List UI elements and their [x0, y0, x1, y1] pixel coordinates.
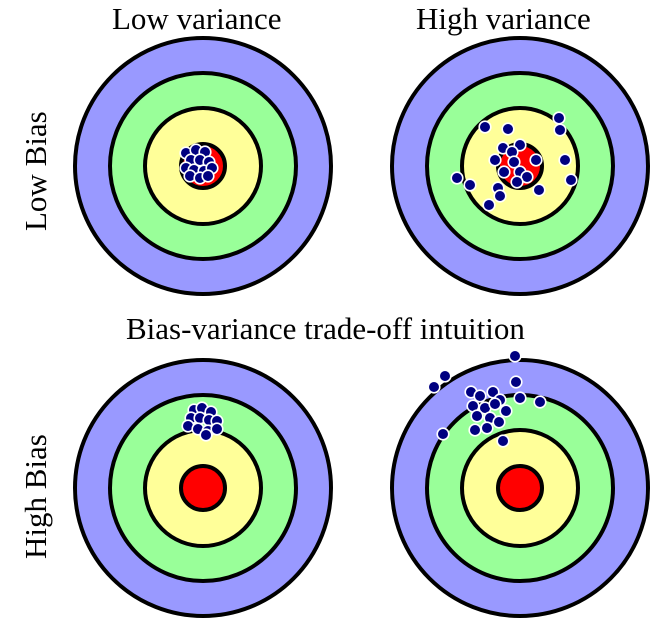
shot-point: [480, 421, 494, 435]
shot-point: [427, 380, 441, 394]
shot-point: [488, 397, 502, 411]
shot-point: [552, 111, 566, 125]
target-low-bias-high-variance: [390, 36, 650, 296]
shot-point: [553, 123, 567, 137]
shot-cluster: [450, 111, 578, 212]
shot-point: [488, 153, 502, 167]
shot-point: [450, 171, 464, 185]
shot-point: [492, 415, 506, 429]
shot-point: [507, 155, 521, 169]
shot-point: [493, 189, 507, 203]
shot-point: [478, 120, 492, 134]
shot-point: [201, 169, 215, 183]
shot-point: [499, 404, 513, 418]
shot-point: [438, 369, 452, 383]
shot-point: [463, 178, 477, 192]
shot-point: [473, 389, 487, 403]
diagram-title: Bias-variance trade-off intuition: [126, 311, 525, 346]
shot-point: [529, 153, 543, 167]
column-label-low-variance: Low variance: [112, 1, 282, 36]
shot-point: [532, 183, 546, 197]
shot-point: [496, 434, 510, 448]
shot-point: [501, 122, 515, 136]
shot-point: [482, 198, 496, 212]
shot-cluster: [179, 143, 219, 185]
target-low-bias-low-variance: [73, 36, 333, 296]
shot-cluster: [181, 401, 224, 442]
shot-point: [510, 175, 524, 189]
shot-point: [533, 395, 547, 409]
shot-point: [558, 153, 572, 167]
shot-point: [497, 165, 511, 179]
shot-point: [513, 391, 527, 405]
column-label-high-variance: High variance: [416, 1, 591, 36]
shot-point: [199, 428, 213, 442]
shot-point: [470, 409, 484, 423]
shot-point: [509, 375, 523, 389]
target-high-bias-low-variance: [73, 358, 333, 618]
shot-point: [210, 422, 224, 436]
shot-point: [564, 173, 578, 187]
shot-point: [436, 427, 450, 441]
target-high-bias-high-variance: [390, 349, 650, 618]
shot-point: [468, 423, 482, 437]
shot-cluster: [427, 349, 547, 448]
shot-point: [508, 349, 522, 363]
